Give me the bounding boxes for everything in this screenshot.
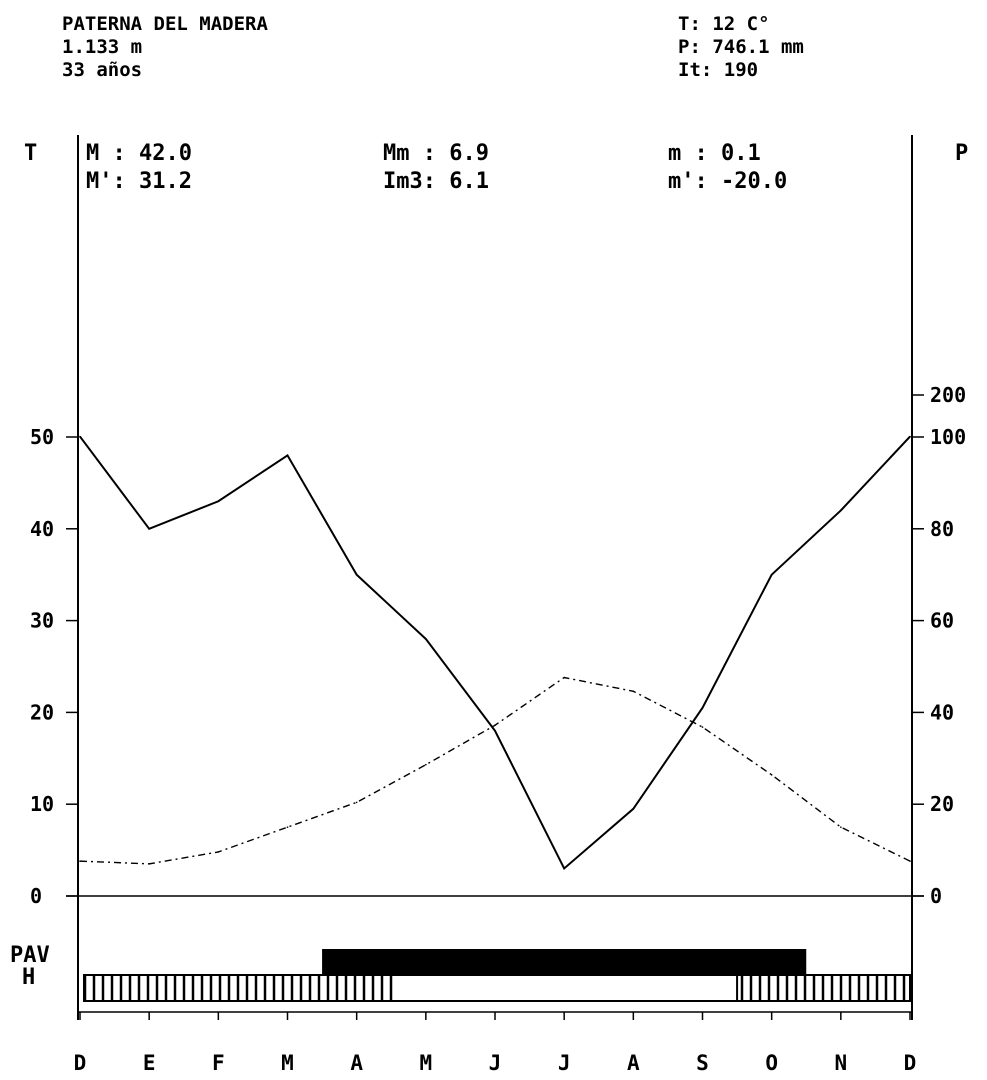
h-period: [736, 974, 911, 1002]
month-label: M: [281, 1051, 294, 1075]
month-label: F: [212, 1051, 225, 1075]
left-tick-label: 20: [30, 700, 54, 724]
series-point: [840, 509, 842, 512]
stat-m: m : 0.1: [668, 141, 761, 166]
month-label: D: [74, 1051, 87, 1075]
stat-M: M : 42.0: [86, 141, 192, 166]
right-tick-label: 40: [930, 700, 954, 724]
month-label: A: [350, 1051, 363, 1075]
series-point: [770, 774, 773, 776]
series-point: [425, 638, 427, 640]
series-point: [217, 500, 220, 503]
left-tick-label: 10: [30, 792, 54, 816]
series-point: [909, 860, 911, 862]
series-point: [355, 801, 358, 804]
right-tick-label: 200: [930, 383, 966, 407]
month-label: O: [765, 1051, 778, 1075]
series-point: [286, 826, 289, 828]
series-point: [494, 729, 496, 732]
left-tick-label: 30: [30, 609, 54, 633]
right-tick-label: 0: [930, 884, 942, 908]
month-label: E: [143, 1051, 156, 1075]
month-label: J: [558, 1051, 571, 1075]
right-tick-label: 80: [930, 517, 954, 541]
series-point: [79, 435, 81, 438]
series-point: [217, 851, 220, 853]
pav-bar: [322, 949, 807, 975]
stat-m-prime: m': -20.0: [668, 169, 787, 194]
month-label: N: [835, 1051, 848, 1075]
month-label: A: [627, 1051, 640, 1075]
series-point: [840, 826, 842, 828]
series-point: [632, 690, 635, 693]
left-tick-label: 50: [30, 425, 54, 449]
right-tick-label: 100: [930, 425, 966, 449]
h-period: [83, 974, 393, 1002]
series-point: [286, 454, 289, 457]
pav-label: PAV: [10, 943, 50, 968]
series-point: [79, 860, 81, 862]
series-point: [355, 573, 358, 576]
series-point: [909, 435, 911, 438]
left-tick-label: 40: [30, 517, 54, 541]
series-point: [148, 863, 150, 865]
month-label: D: [904, 1051, 917, 1075]
summary-temperature: T: 12 C°: [678, 13, 770, 35]
series-point: [563, 867, 565, 870]
series-point: [563, 676, 565, 679]
left-tick-label: 0: [30, 884, 42, 908]
stat-Im3: Im3: 6.1: [383, 169, 489, 194]
month-label: M: [420, 1051, 433, 1075]
series-point: [632, 807, 635, 810]
series-point: [494, 724, 496, 727]
series-line-dashdot: [79, 676, 911, 865]
right-tick-label: 20: [930, 792, 954, 816]
station-altitude: 1.133 m: [62, 36, 142, 58]
h-label: H: [22, 965, 35, 990]
stat-Mm: Mm : 6.9: [383, 141, 489, 166]
station-name: PATERNA DEL MADERA: [62, 13, 268, 35]
series-point: [770, 573, 773, 576]
right-tick-label: 60: [930, 609, 954, 633]
stat-M-prime: M': 31.2: [86, 169, 192, 194]
series-point: [148, 528, 150, 530]
summary-precipitation: P: 746.1 mm: [678, 36, 804, 58]
month-label: J: [489, 1051, 502, 1075]
station-years: 33 años: [62, 59, 142, 81]
series-point: [701, 726, 704, 728]
right-axis-title: P: [955, 141, 968, 166]
series-point: [425, 763, 427, 766]
series-point: [701, 707, 704, 709]
left-axis-title: T: [24, 141, 37, 166]
summary-index: It: 190: [678, 59, 758, 81]
series-line-solid: [79, 435, 911, 871]
month-label: S: [696, 1051, 709, 1075]
